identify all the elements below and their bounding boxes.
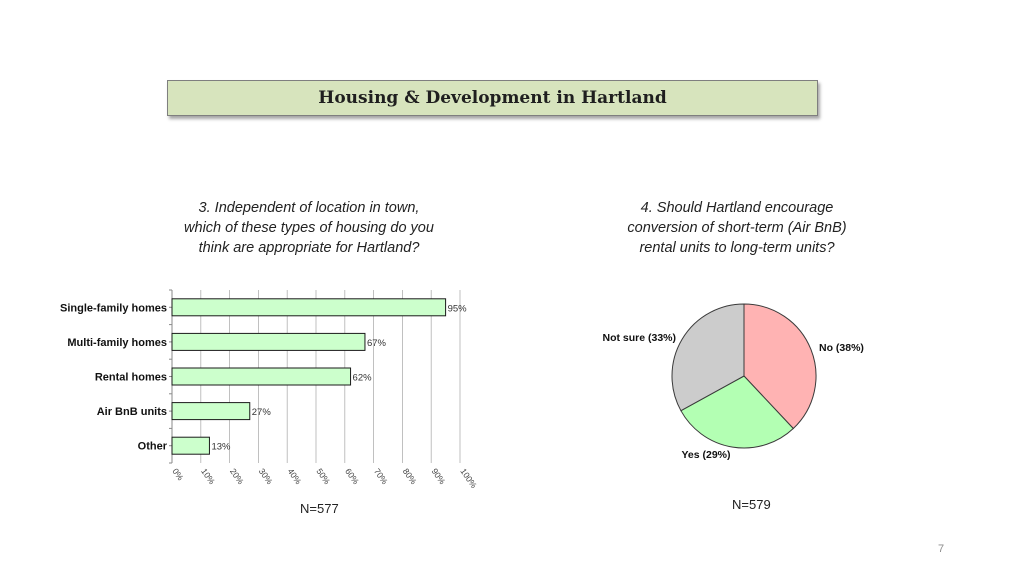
bar-x-tick-label: 40% [286, 466, 304, 486]
question-4-text: 4. Should Hartland encourage conversion … [578, 198, 896, 258]
bar-single-family-homes [171, 298, 447, 317]
bar-multi-family-homes [171, 332, 366, 351]
bar-data-label: 62% [353, 373, 373, 384]
bar-x-tick-label: 70% [372, 466, 390, 486]
pie-slice-not [671, 303, 745, 412]
pie-chart-sample-size: N=579 [732, 497, 771, 512]
bar-chart-sample-size: N=577 [300, 501, 339, 516]
bar-category-label: Other [138, 441, 168, 453]
bar-x-tick-label: 20% [228, 466, 246, 486]
pie-slice-no [743, 303, 817, 430]
pie-slice-label: Yes (29%) [681, 449, 730, 461]
bar-rental-homes [171, 367, 352, 386]
question-4-line: 4. Should Hartland encourage [640, 200, 834, 216]
question-4-line: rental units to long-term units? [639, 240, 835, 256]
bar-x-tick-label: 80% [401, 466, 419, 486]
bar-x-tick-label: 90% [430, 466, 448, 486]
bar-data-label: 95% [448, 303, 468, 314]
bar-x-tick-label: 50% [314, 466, 332, 486]
pie-slice-label: Not sure (33%) [602, 332, 676, 344]
bar-x-tick-label: 60% [343, 466, 361, 486]
bar-category-label: Multi-family homes [67, 337, 167, 349]
slide-title: Housing & Development in Hartland [167, 80, 818, 116]
bar-other [171, 436, 210, 455]
question-3-text: 3. Independent of location in town, whic… [150, 198, 468, 258]
page-number: 7 [938, 543, 945, 555]
bar-data-label: 13% [211, 442, 231, 453]
question-4-line: conversion of short-term (Air BnB) [627, 220, 847, 236]
bar-data-label: 67% [367, 338, 387, 349]
pie-slice-label: No (38%) [819, 342, 864, 354]
bar-air-bnb-units [171, 402, 251, 421]
bar-category-label: Single-family homes [60, 302, 167, 314]
bar-x-tick-label: 0% [170, 466, 185, 482]
bar-x-tick-label: 100% [458, 466, 479, 490]
bar-data-label: 27% [252, 407, 272, 418]
bar-x-tick-label: 30% [257, 466, 275, 486]
bar-x-tick-label: 10% [199, 466, 217, 486]
question-3-line: think are appropriate for Hartland? [198, 240, 420, 256]
question-3-line: 3. Independent of location in town, [198, 200, 420, 216]
pie-slice-yes [680, 375, 794, 449]
question-3-line: which of these types of housing do you [184, 220, 434, 236]
bar-category-label: Air BnB units [97, 406, 167, 418]
bar-category-label: Rental homes [95, 372, 167, 384]
